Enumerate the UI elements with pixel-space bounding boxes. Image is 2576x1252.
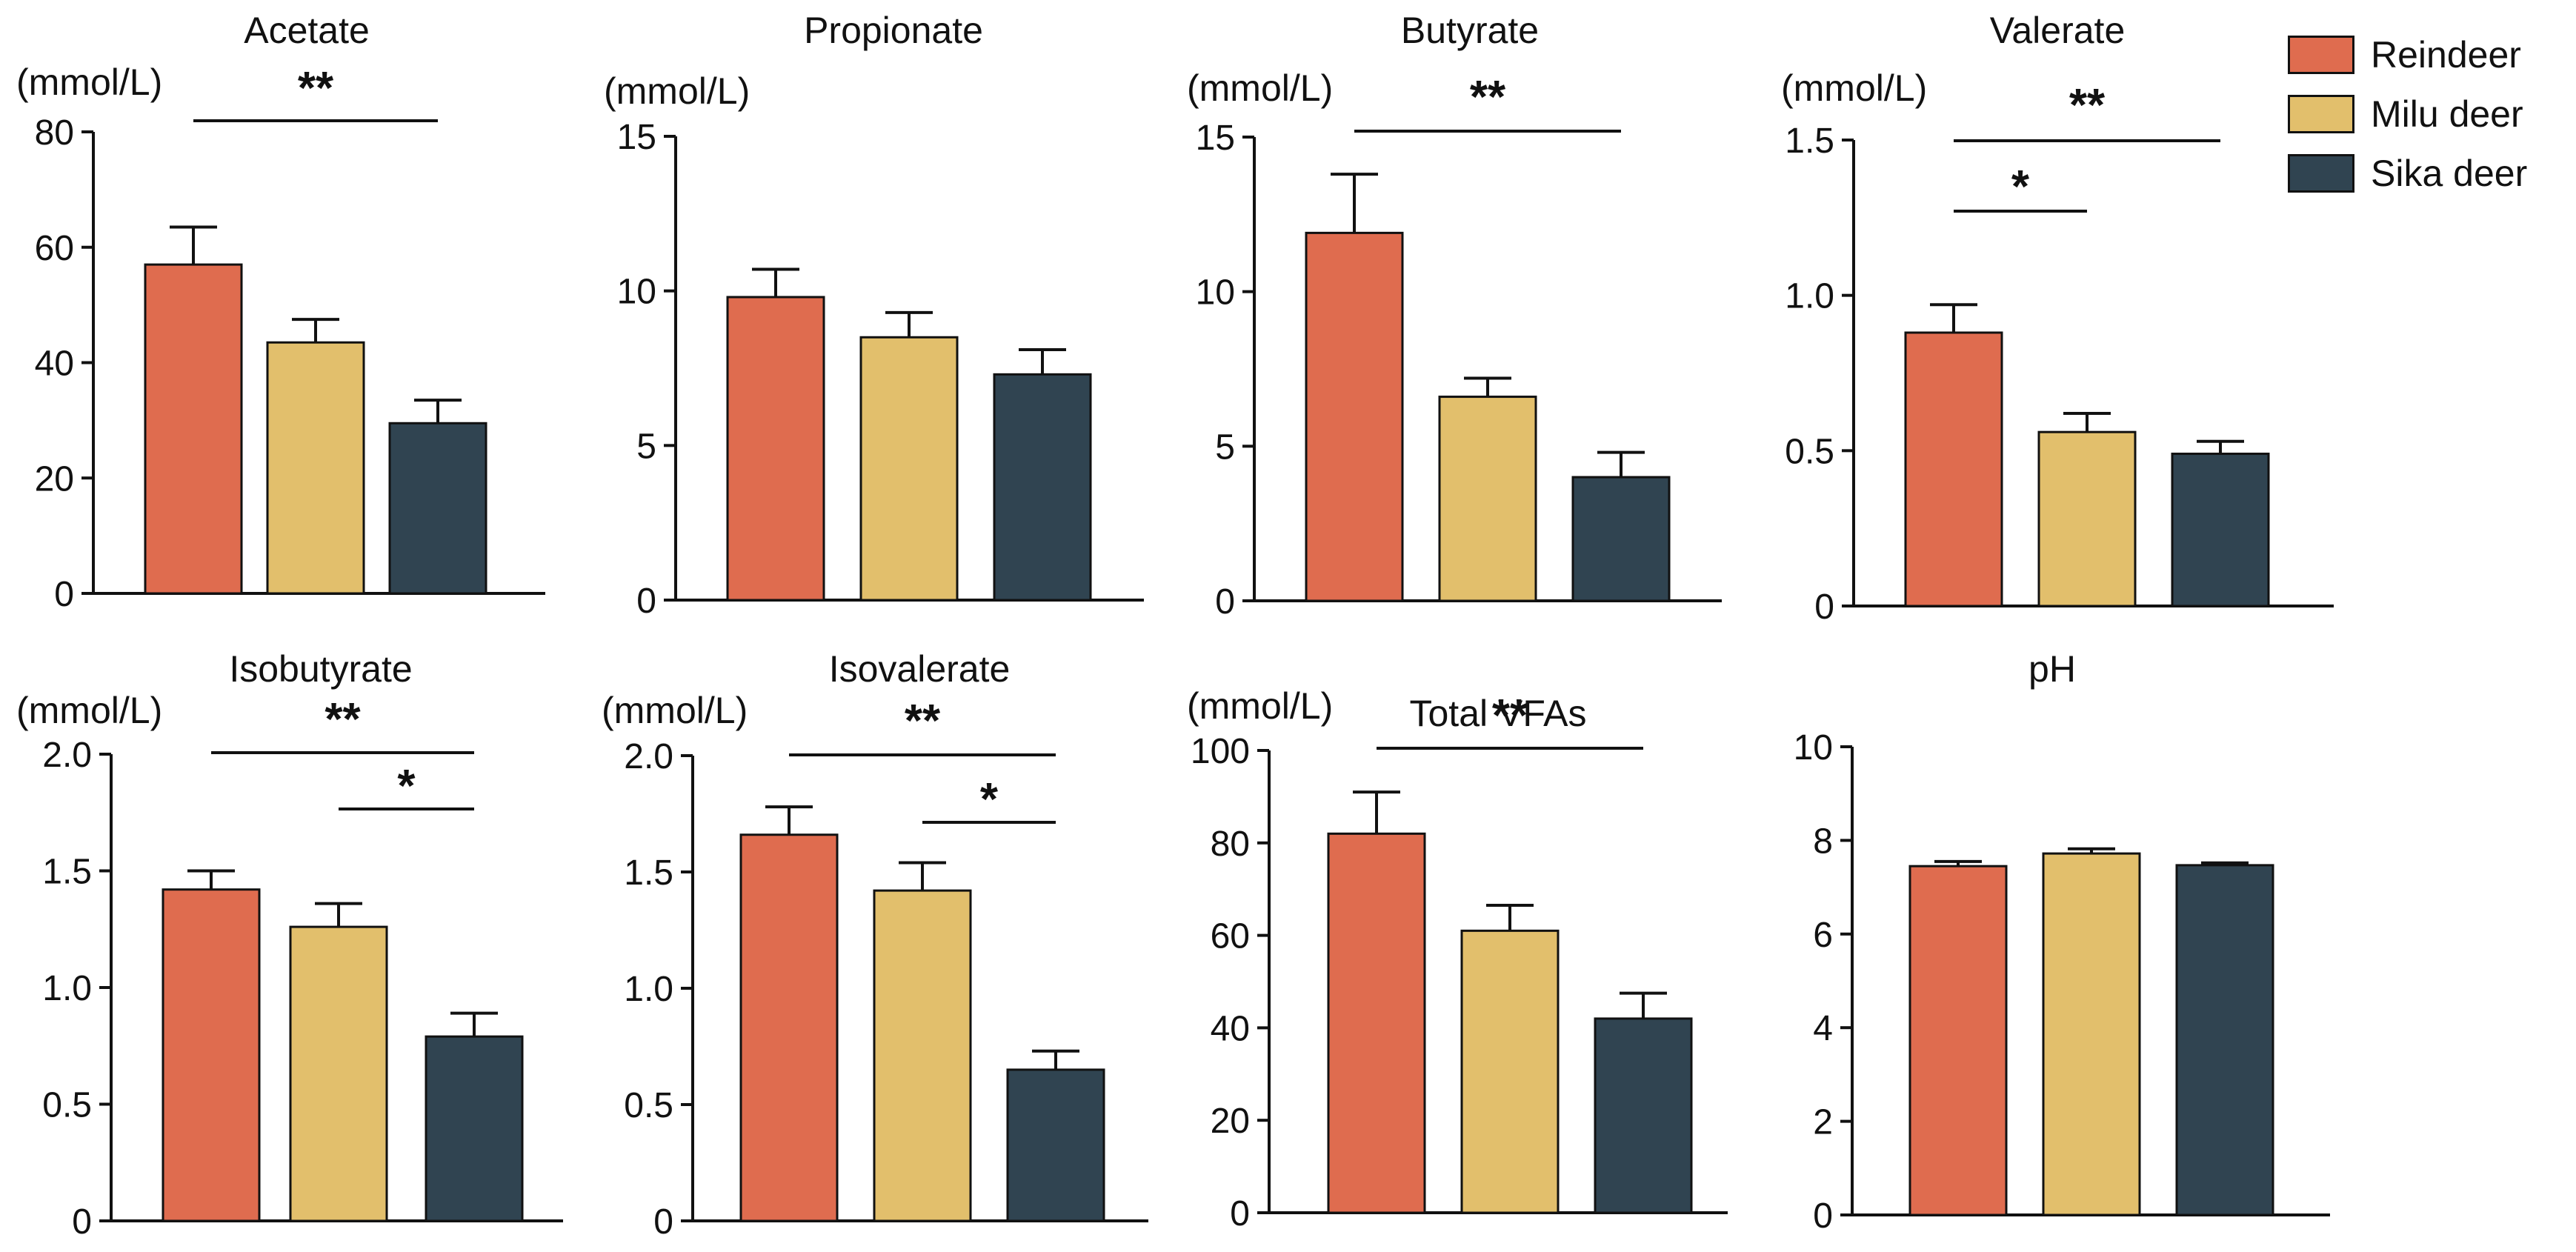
- panel-1-tick-label: 40: [35, 344, 74, 384]
- panel-4-significance-label: *: [2011, 162, 2030, 213]
- legend-label-sika-deer: Sika deer: [2371, 152, 2527, 195]
- panel-5-bar-reindeer: [163, 890, 259, 1221]
- panel-2-bar-milu-deer: [861, 337, 957, 600]
- panel-2-tick-label: 10: [617, 273, 656, 312]
- panel-7-bar-reindeer: [1328, 833, 1425, 1213]
- legend-swatch-milu-deer: [2288, 95, 2354, 133]
- panel-6-tick-label: 2.0: [624, 737, 673, 776]
- legend-item-reindeer: Reindeer: [2288, 25, 2569, 84]
- legend-swatch-reindeer: [2288, 36, 2354, 74]
- panel-5-unit-label: (mmol/L): [16, 690, 162, 731]
- panel-3-significance-label: **: [1470, 72, 1506, 123]
- panel-3-unit-label: (mmol/L): [1187, 67, 1333, 109]
- panel-8-bar-milu-deer: [2043, 853, 2140, 1215]
- panel-5-tick-label: 0.5: [42, 1086, 92, 1125]
- legend-item-milu-deer: Milu deer: [2288, 84, 2569, 144]
- panel-4-tick-label: 0.5: [1785, 432, 1834, 471]
- panel-7-bar-sika-deer: [1595, 1019, 1691, 1213]
- panel-7-bar-milu-deer: [1462, 930, 1558, 1213]
- legend-swatch-sika-deer: [2288, 154, 2354, 193]
- panel-8-bar-sika-deer: [2177, 865, 2273, 1215]
- panel-8-tick-label: 2: [1813, 1103, 1833, 1142]
- panel-5-tick-label: 1.5: [42, 853, 92, 892]
- panel-3-bar-sika-deer: [1573, 477, 1669, 601]
- panel-3-tick-label: 0: [1215, 582, 1235, 622]
- panel-3-tick-label: 5: [1215, 427, 1235, 467]
- panel-5-significance-label: *: [397, 761, 416, 812]
- panel-6-bar-milu-deer: [874, 890, 971, 1221]
- panel-1-tick-label: 20: [35, 459, 74, 499]
- panel-5-significance-label: **: [325, 694, 361, 745]
- panel-4-significance-label: **: [2069, 80, 2106, 131]
- panel-4-tick-label: 0: [1814, 587, 1834, 627]
- panel-8-bar-reindeer: [1910, 866, 2006, 1215]
- panel-6-tick-label: 1.5: [624, 853, 673, 893]
- panel-7-unit-label: (mmol/L): [1187, 685, 1333, 727]
- panel-7-significance-label: **: [1492, 690, 1528, 742]
- legend-label-reindeer: Reindeer: [2371, 33, 2521, 76]
- panel-6-tick-label: 0: [653, 1202, 673, 1242]
- panel-1-significance-label: **: [298, 63, 334, 114]
- panel-2-title: Propionate: [804, 10, 983, 51]
- panel-3-tick-label: 10: [1196, 273, 1235, 313]
- legend: Reindeer Milu deer Sika deer: [2288, 25, 2569, 203]
- panel-4-bar-sika-deer: [2172, 454, 2269, 606]
- panel-2-bar-reindeer: [728, 297, 824, 600]
- panel-4-bar-milu-deer: [2039, 432, 2135, 606]
- panel-6-tick-label: 0.5: [624, 1086, 673, 1125]
- panel-8-tick-label: 4: [1813, 1009, 1833, 1048]
- panel-5-bar-sika-deer: [426, 1036, 522, 1221]
- panel-7-tick-label: 100: [1191, 732, 1250, 771]
- panel-8-tick-label: 10: [1794, 728, 1833, 767]
- panel-5-bar-milu-deer: [290, 927, 387, 1221]
- panel-5-tick-label: 2.0: [42, 736, 92, 775]
- panel-7-tick-label: 80: [1211, 825, 1250, 864]
- panel-6-tick-label: 1.0: [624, 970, 673, 1009]
- panel-1-title: Acetate: [244, 10, 370, 51]
- panel-6-significance-label: *: [980, 774, 999, 825]
- panel-1-unit-label: (mmol/L): [16, 61, 162, 103]
- panel-3-tick-label: 15: [1196, 119, 1235, 158]
- panel-4-title: Valerate: [1990, 10, 2126, 51]
- panel-1-bar-sika-deer: [390, 423, 486, 593]
- panel-3-title: Butyrate: [1401, 10, 1539, 51]
- panel-6-bar-reindeer: [741, 835, 837, 1221]
- panel-4-tick-label: 1.0: [1785, 277, 1834, 316]
- panel-3-bar-milu-deer: [1440, 397, 1536, 601]
- panel-1-tick-label: 80: [35, 113, 74, 153]
- panel-3-bar-reindeer: [1306, 233, 1402, 601]
- panel-2-unit-label: (mmol/L): [604, 70, 750, 112]
- panel-4-tick-label: 1.5: [1785, 121, 1834, 161]
- panel-1-tick-label: 60: [35, 229, 74, 268]
- figure-canvas: Acetate(mmol/L)020406080**Propionate(mmo…: [0, 0, 2576, 1252]
- panel-1-tick-label: 0: [54, 575, 74, 614]
- panel-5-tick-label: 0: [72, 1202, 92, 1242]
- panel-8-tick-label: 6: [1813, 916, 1833, 955]
- legend-label-milu-deer: Milu deer: [2371, 93, 2523, 136]
- panel-4-bar-reindeer: [1906, 333, 2002, 606]
- panel-8-title: pH: [2028, 648, 2076, 690]
- panel-2-tick-label: 0: [636, 582, 656, 621]
- panel-7-tick-label: 40: [1211, 1009, 1250, 1048]
- legend-item-sika-deer: Sika deer: [2288, 144, 2569, 203]
- panel-8-tick-label: 8: [1813, 822, 1833, 861]
- panel-2-tick-label: 15: [617, 118, 656, 157]
- panel-6-bar-sika-deer: [1008, 1070, 1104, 1221]
- panel-1-bar-milu-deer: [267, 342, 364, 593]
- panel-6-title: Isovalerate: [829, 648, 1011, 690]
- panel-1-bar-reindeer: [145, 264, 242, 593]
- panel-6-significance-label: **: [905, 696, 941, 747]
- panel-7-tick-label: 0: [1230, 1194, 1250, 1233]
- panel-7-tick-label: 20: [1211, 1102, 1250, 1141]
- panel-7-tick-label: 60: [1211, 917, 1250, 956]
- panel-6-unit-label: (mmol/L): [602, 690, 748, 731]
- panel-5-title: Isobutyrate: [229, 648, 412, 690]
- panel-2-bar-sika-deer: [994, 374, 1091, 600]
- panel-2-tick-label: 5: [636, 427, 656, 466]
- panel-5-tick-label: 1.0: [42, 969, 92, 1008]
- panel-8-tick-label: 0: [1813, 1196, 1833, 1236]
- panel-4-unit-label: (mmol/L): [1781, 67, 1927, 109]
